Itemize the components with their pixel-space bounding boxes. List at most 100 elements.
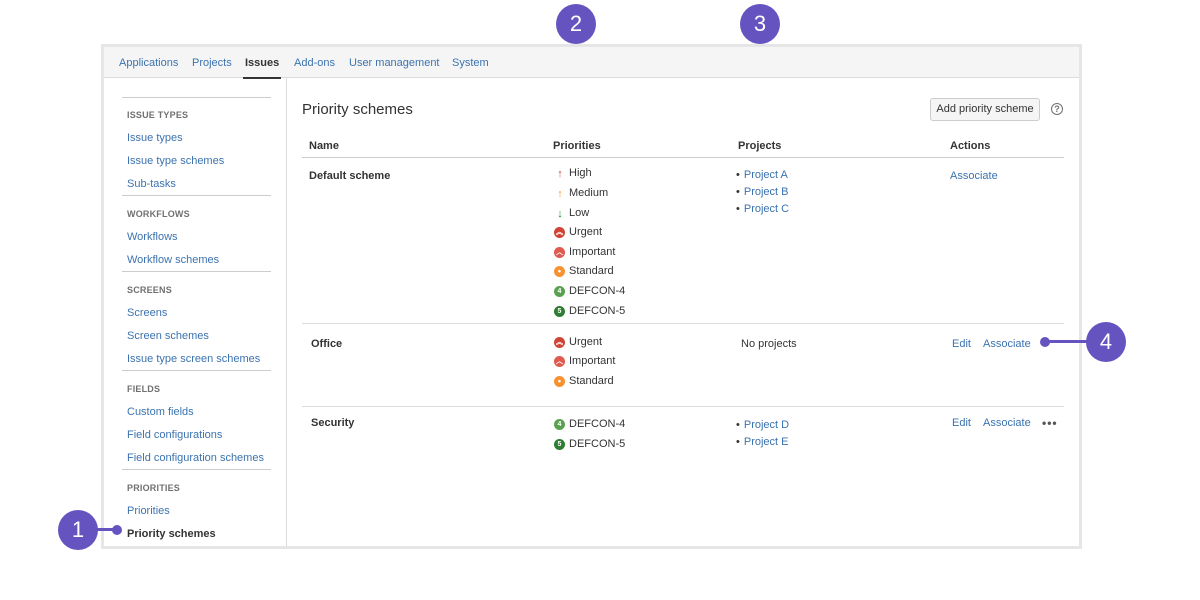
scheme-name: Office <box>311 338 343 350</box>
callout-3: 3 <box>740 4 780 44</box>
priority-item: ↓ Low <box>554 207 589 220</box>
project-link-label[interactable]: Project B <box>743 186 789 198</box>
section-divider <box>122 271 271 272</box>
priority-item: 5 DEFCON-5 <box>554 438 625 451</box>
sidebar: ISSUE TYPES Issue types Issue type schem… <box>104 78 287 546</box>
section-divider <box>122 195 271 196</box>
project-link[interactable]: • Project E <box>736 436 789 448</box>
priority-label: Low <box>569 207 590 219</box>
project-link-label[interactable]: Project A <box>743 169 788 181</box>
scheme-name: Default scheme <box>309 170 391 182</box>
admin-window: Applications Projects Issues Add-ons Use… <box>101 44 1082 549</box>
number-4-icon: 4 <box>554 285 566 298</box>
header-divider <box>302 157 1064 158</box>
tab-applications[interactable]: Applications <box>119 57 179 69</box>
project-link-label[interactable]: Project D <box>743 419 790 431</box>
tab-system[interactable]: System <box>452 57 489 69</box>
associate-link[interactable]: Associate <box>983 417 1031 429</box>
priority-label: Important <box>569 246 616 258</box>
edit-link[interactable]: Edit <box>952 417 971 429</box>
section-title-workflows: WORKFLOWS <box>127 209 190 219</box>
priority-label: DEFCON-4 <box>569 285 626 297</box>
priority-label: Urgent <box>569 336 603 348</box>
project-link-label[interactable]: Project E <box>743 436 789 448</box>
section-divider <box>122 469 271 470</box>
project-link-label[interactable]: Project C <box>743 203 790 215</box>
priority-item: ︽ Urgent <box>554 226 602 239</box>
priority-label: Important <box>569 355 616 367</box>
chevron-up-icon: ︿ <box>554 355 565 367</box>
column-header-name: Name <box>309 140 339 152</box>
section-title-fields: FIELDS <box>127 384 161 394</box>
column-header-projects: Projects <box>738 140 782 152</box>
priority-label: DEFCON-5 <box>569 438 626 450</box>
sidebar-item-issue-type-screen-schemes[interactable]: Issue type screen schemes <box>127 353 261 365</box>
double-chevron-up-icon: ︽ <box>554 336 565 348</box>
sidebar-item-issue-type-schemes[interactable]: Issue type schemes <box>127 155 225 167</box>
project-link[interactable]: • Project B <box>736 186 789 198</box>
section-divider <box>122 370 271 371</box>
callout-1-line <box>97 528 115 531</box>
sidebar-item-priority-schemes[interactable]: Priority schemes <box>127 528 216 540</box>
number-5-icon: 5 <box>554 438 566 451</box>
section-title-issue-types: ISSUE TYPES <box>127 110 189 120</box>
question-circle-icon[interactable]: ? <box>1051 103 1063 115</box>
callout-1-dot <box>112 525 122 535</box>
priority-item: 5 DEFCON-5 <box>554 305 625 318</box>
column-header-actions: Actions <box>950 140 991 152</box>
callout-2: 2 <box>556 4 596 44</box>
section-divider <box>122 97 271 98</box>
priority-label: High <box>569 167 592 179</box>
priority-label: Medium <box>569 187 609 199</box>
column-header-priorities: Priorities <box>553 140 601 152</box>
priority-item: • Standard <box>554 265 614 278</box>
associate-link[interactable]: Associate <box>983 338 1031 350</box>
chevron-up-icon: ︿ <box>554 246 565 258</box>
priority-item: 4 DEFCON-4 <box>554 285 625 298</box>
more-options-icon[interactable]: ••• <box>1042 416 1058 430</box>
tab-user-management[interactable]: User management <box>349 57 440 69</box>
sidebar-item-workflows[interactable]: Workflows <box>127 231 178 243</box>
priority-label: DEFCON-5 <box>569 305 626 317</box>
sidebar-item-custom-fields[interactable]: Custom fields <box>127 406 194 418</box>
row-divider <box>302 323 1064 324</box>
priority-item: ︿ Important <box>554 246 615 259</box>
sidebar-item-field-configurations[interactable]: Field configurations <box>127 429 223 441</box>
project-link[interactable]: • Project A <box>736 169 788 181</box>
callout-4: 4 <box>1086 322 1126 362</box>
priority-item: • Standard <box>554 375 614 388</box>
sidebar-item-sub-tasks[interactable]: Sub-tasks <box>127 178 176 190</box>
callout-4-line <box>1045 340 1087 343</box>
priority-item: ︿ Important <box>554 355 615 368</box>
no-projects-text: No projects <box>741 338 797 350</box>
edit-link[interactable]: Edit <box>952 338 971 350</box>
sidebar-item-field-configuration-schemes[interactable]: Field configuration schemes <box>127 452 264 464</box>
associate-link[interactable]: Associate <box>950 170 998 182</box>
tab-issues[interactable]: Issues <box>242 57 282 79</box>
priority-label: Standard <box>569 265 614 277</box>
row-divider <box>302 406 1064 407</box>
sidebar-item-screen-schemes[interactable]: Screen schemes <box>127 330 209 342</box>
priority-item: ↑ High <box>554 167 592 180</box>
number-4-icon: 4 <box>554 418 566 431</box>
add-priority-scheme-button[interactable]: Add priority scheme <box>930 98 1040 121</box>
project-link[interactable]: • Project D <box>736 419 790 431</box>
scheme-name: Security <box>311 417 355 429</box>
arrow-up-icon: ↑ <box>557 187 563 200</box>
tab-add-ons[interactable]: Add-ons <box>294 57 335 69</box>
priority-label: Standard <box>569 375 614 387</box>
arrow-down-icon: ↓ <box>557 207 563 220</box>
priority-label: Urgent <box>569 226 603 238</box>
dot-icon: • <box>554 375 566 388</box>
sidebar-item-priorities[interactable]: Priorities <box>127 505 170 517</box>
priority-item: ↑ Medium <box>554 187 608 200</box>
sidebar-item-screens[interactable]: Screens <box>127 307 168 319</box>
tab-projects[interactable]: Projects <box>192 57 232 69</box>
project-link[interactable]: • Project C <box>736 203 790 215</box>
top-navigation: Applications Projects Issues Add-ons Use… <box>104 47 1079 79</box>
section-title-screens: SCREENS <box>127 285 172 295</box>
sidebar-item-workflow-schemes[interactable]: Workflow schemes <box>127 254 220 266</box>
priority-item: ︽ Urgent <box>554 336 602 349</box>
sidebar-item-issue-types[interactable]: Issue types <box>127 132 183 144</box>
priority-label: DEFCON-4 <box>569 418 626 430</box>
